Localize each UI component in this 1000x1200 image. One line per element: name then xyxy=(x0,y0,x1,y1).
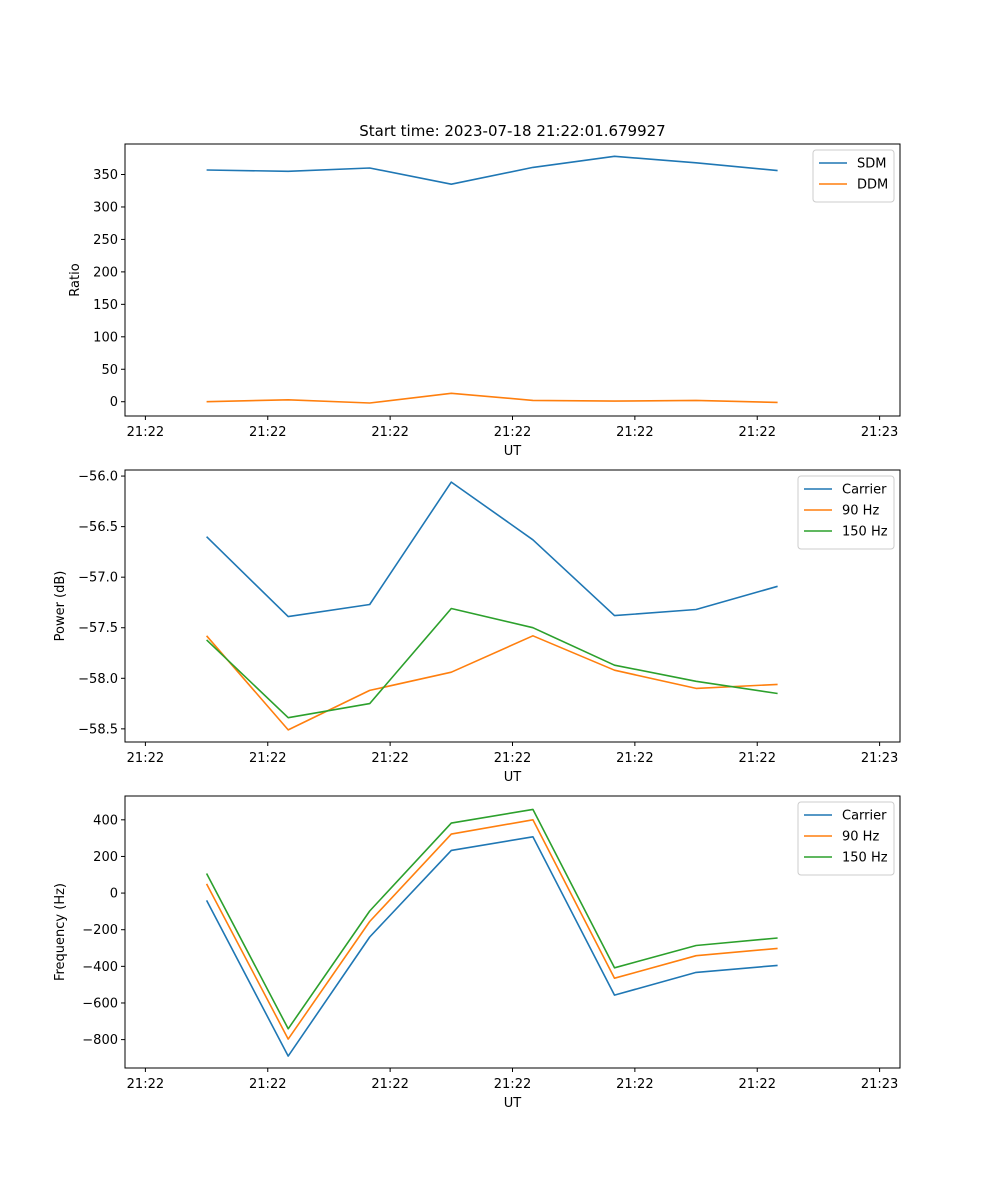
y-tick-label: 350 xyxy=(93,168,118,183)
y-tick-label: −200 xyxy=(82,923,118,938)
legend-label: 150 Hz xyxy=(842,525,888,540)
legend-label: 90 Hz xyxy=(842,504,879,519)
y-tick-label: 200 xyxy=(93,850,118,865)
x-axis-label: UT xyxy=(504,1096,522,1111)
x-tick-label: 21:22 xyxy=(127,425,164,440)
x-tick-label: 21:22 xyxy=(739,1077,776,1092)
chart-title: Start time: 2023-07-18 21:22:01.679927 xyxy=(359,122,665,140)
series-line-1-1 xyxy=(207,156,778,184)
series-line-2-1 xyxy=(207,482,778,616)
x-tick-label: 21:22 xyxy=(739,751,776,766)
x-tick-label: 21:22 xyxy=(494,1077,531,1092)
x-tick-label: 21:22 xyxy=(616,1077,653,1092)
x-tick-label: 21:22 xyxy=(616,425,653,440)
y-tick-label: 250 xyxy=(93,233,118,248)
y-tick-label: 200 xyxy=(93,265,118,280)
legend-label: Carrier xyxy=(842,483,887,498)
x-tick-label: 21:22 xyxy=(739,425,776,440)
x-tick-label: 21:23 xyxy=(861,425,898,440)
y-tick-label: −56.0 xyxy=(78,470,118,485)
y-tick-label: −57.5 xyxy=(78,621,118,636)
x-tick-label: 21:22 xyxy=(616,751,653,766)
series-line-2-2 xyxy=(207,636,778,730)
legend-label: 150 Hz xyxy=(842,851,888,866)
legend-label: Carrier xyxy=(842,809,887,824)
x-tick-label: 21:23 xyxy=(861,1077,898,1092)
x-tick-label: 21:22 xyxy=(249,1077,286,1092)
y-tick-label: 150 xyxy=(93,298,118,313)
y-tick-label: 50 xyxy=(101,363,118,378)
series-line-3-2 xyxy=(207,820,778,1039)
y-tick-label: −58.0 xyxy=(78,672,118,687)
x-axis-label: UT xyxy=(504,444,522,459)
y-tick-label: 0 xyxy=(110,395,118,410)
series-line-3-3 xyxy=(207,809,778,1028)
y-tick-label: −57.0 xyxy=(78,571,118,586)
x-tick-label: 21:22 xyxy=(249,425,286,440)
series-line-1-2 xyxy=(207,393,778,403)
y-tick-label: −800 xyxy=(82,1033,118,1048)
y-tick-label: −58.5 xyxy=(78,722,118,737)
x-tick-label: 21:22 xyxy=(127,1077,164,1092)
x-tick-label: 21:22 xyxy=(494,751,531,766)
legend-label: SDM xyxy=(857,157,886,172)
x-tick-label: 21:23 xyxy=(861,751,898,766)
y-axis-label: Frequency (Hz) xyxy=(53,883,68,981)
y-tick-label: 300 xyxy=(93,200,118,215)
y-tick-label: 100 xyxy=(93,330,118,345)
x-tick-label: 21:22 xyxy=(494,425,531,440)
legend: Carrier 90 Hz 150 Hz xyxy=(798,802,894,875)
y-tick-label: −56.5 xyxy=(78,520,118,535)
chart-panel-1: 21:22 21:22 21:22 21:22 21:22 21:22 21:23 0 50 10… xyxy=(68,122,900,459)
plot-frame xyxy=(125,144,900,416)
x-tick-label: 21:22 xyxy=(371,1077,408,1092)
legend-label: 90 Hz xyxy=(842,830,879,845)
y-axis-label: Power (dB) xyxy=(53,571,68,642)
plot-frame xyxy=(125,470,900,742)
chart-panel-2: 21:22 21:22 21:22 21:22 21:22 21:22 21:23 −58.5… xyxy=(53,470,900,785)
y-tick-label: 400 xyxy=(93,813,118,828)
x-tick-label: 21:22 xyxy=(371,425,408,440)
y-tick-label: −600 xyxy=(82,996,118,1011)
x-axis-label: UT xyxy=(504,770,522,785)
y-tick-label: −400 xyxy=(82,960,118,975)
plot-frame xyxy=(125,796,900,1068)
series-line-2-3 xyxy=(207,609,778,718)
y-axis-label: Ratio xyxy=(68,263,83,296)
legend: SDM DDM xyxy=(813,150,894,202)
y-tick-label: 0 xyxy=(110,887,118,902)
x-tick-label: 21:22 xyxy=(127,751,164,766)
chart-panel-3: 21:22 21:22 21:22 21:22 21:22 21:22 21:23 −800 −… xyxy=(53,796,900,1111)
x-tick-label: 21:22 xyxy=(371,751,408,766)
legend: Carrier 90 Hz 150 Hz xyxy=(798,476,894,549)
x-tick-label: 21:22 xyxy=(249,751,286,766)
legend-label: DDM xyxy=(857,178,888,193)
